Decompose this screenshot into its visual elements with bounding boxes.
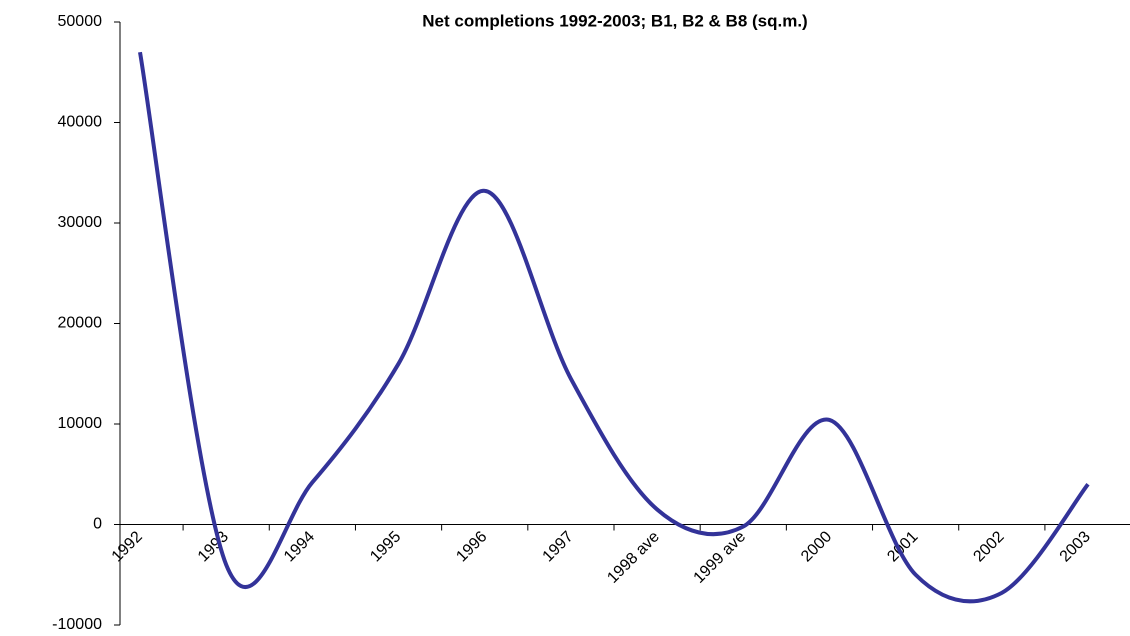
y-tick-label: 50000 [58, 13, 103, 30]
y-tick-label: 30000 [58, 214, 103, 231]
y-tick-label: 10000 [58, 415, 103, 432]
x-tick-label: 1996 [453, 528, 490, 565]
x-tick-label: 1995 [367, 528, 404, 565]
x-tick-label: 2000 [798, 528, 835, 565]
x-tick-label: 2002 [970, 528, 1007, 565]
x-tick-label: 1994 [281, 528, 318, 565]
y-tick-label: 20000 [58, 315, 103, 332]
y-tick-label: 0 [93, 516, 102, 533]
x-tick-label: 1999 ave [691, 528, 750, 587]
y-tick-label: -10000 [52, 616, 102, 633]
x-tick-label: 1998 ave [604, 528, 663, 587]
x-tick-label: 1997 [540, 528, 577, 565]
x-tick-label: 2003 [1057, 528, 1094, 565]
y-tick-label: 40000 [58, 114, 103, 131]
x-tick-label: 1992 [109, 528, 146, 565]
line-series [138, 51, 1090, 604]
chart-title: Net completions 1992-2003; B1, B2 & B8 (… [422, 11, 807, 30]
